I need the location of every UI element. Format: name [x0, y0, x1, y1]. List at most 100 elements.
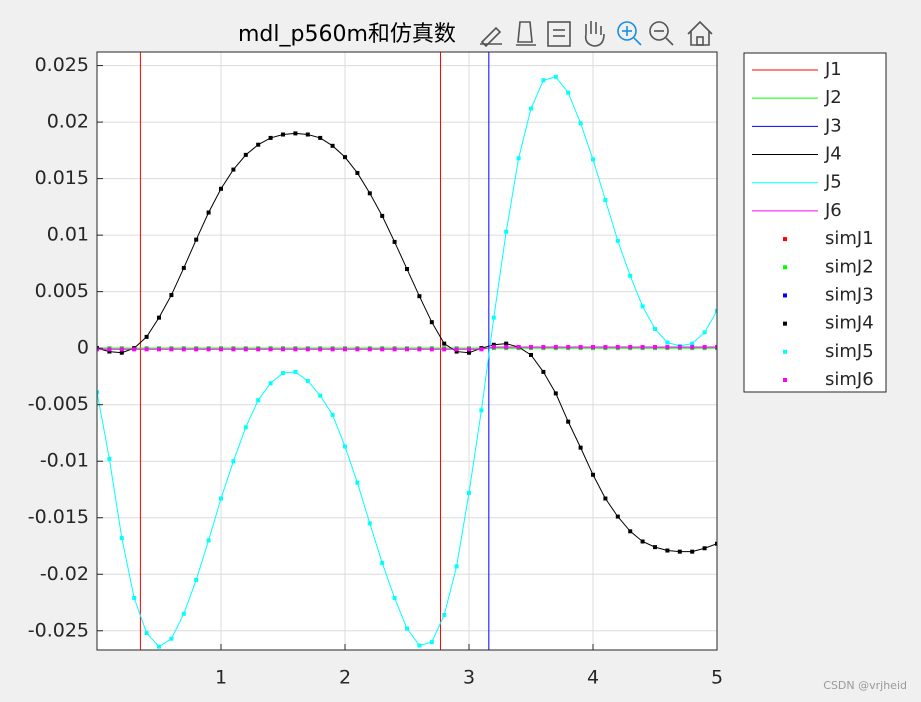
data-point [541, 369, 546, 374]
data-point [331, 7, 335, 11]
data-point [517, 685, 521, 689]
data-point [95, 7, 99, 11]
zoom-out-icon[interactable] [649, 21, 674, 46]
data-point [380, 7, 384, 11]
data-point [479, 408, 484, 413]
data-point [306, 7, 310, 11]
data-point [132, 596, 137, 600]
data-point [566, 685, 570, 689]
data-point [615, 238, 620, 243]
data-point [454, 349, 459, 354]
data-point [331, 7, 335, 11]
data-point [145, 7, 149, 11]
data-point [281, 7, 285, 11]
zoom-in-icon[interactable] [617, 21, 642, 46]
data-point [665, 685, 669, 689]
brush-icon[interactable] [480, 26, 502, 48]
data-point [529, 352, 533, 357]
data-point [504, 685, 508, 689]
data-point [467, 7, 471, 11]
data-point [541, 685, 545, 689]
data-point [181, 611, 186, 616]
data-point [256, 7, 260, 11]
legend-icon[interactable] [547, 21, 571, 47]
data-point [553, 391, 558, 396]
data-point [318, 347, 323, 352]
data-point [491, 315, 496, 320]
legend-swatch [783, 265, 787, 270]
legend-label: J3 [824, 115, 842, 136]
data-point [467, 347, 471, 352]
data-point [318, 393, 323, 398]
data-point [603, 496, 608, 501]
data-point [467, 490, 471, 495]
data-point [132, 7, 136, 11]
data-point [603, 685, 607, 689]
data-point [194, 7, 198, 11]
data-point [554, 685, 558, 689]
data-point [665, 345, 670, 350]
data-point [529, 106, 533, 111]
data-point [677, 549, 682, 554]
data-point [455, 685, 459, 689]
data-point [380, 560, 385, 565]
data-point [119, 350, 124, 355]
data-point [702, 330, 707, 335]
datatip-icon[interactable] [516, 21, 536, 46]
data-point [504, 345, 509, 350]
data-point [367, 521, 372, 526]
data-point [244, 7, 248, 11]
data-point [318, 7, 322, 11]
data-point [194, 237, 199, 242]
data-point [380, 213, 385, 218]
data-point [206, 347, 211, 352]
data-point [566, 419, 571, 424]
data-point [367, 191, 372, 196]
data-point [504, 341, 509, 346]
data-point [330, 347, 335, 352]
data-point [207, 7, 211, 11]
data-point [703, 685, 707, 689]
data-point [219, 186, 223, 191]
data-point [194, 347, 199, 352]
data-point [579, 685, 583, 689]
data-point [281, 371, 285, 376]
home-icon[interactable] [687, 20, 713, 46]
data-point [628, 345, 633, 350]
data-point [107, 7, 111, 11]
data-point [479, 347, 484, 352]
chart-title: mdl_p560m和仿真数 [238, 22, 456, 47]
y-tick-label: -0.005 [28, 393, 89, 415]
data-point [268, 135, 273, 140]
data-point [628, 529, 633, 534]
data-point [578, 445, 583, 450]
legend-label: J5 [824, 172, 842, 193]
data-point [219, 496, 223, 501]
y-tick-label: -0.015 [28, 506, 89, 528]
data-point [467, 350, 471, 355]
data-point [269, 7, 273, 11]
watermark: CSDN @vrjheid [823, 679, 907, 692]
data-point [566, 685, 570, 689]
legend-label: J6 [824, 200, 842, 221]
data-point [120, 7, 124, 11]
data-point [380, 7, 384, 11]
data-point [541, 685, 545, 689]
data-point [268, 381, 273, 386]
pan-icon[interactable] [584, 21, 605, 47]
data-point [157, 347, 161, 352]
x-tick-label: 4 [587, 667, 599, 689]
y-tick-label: 0 [77, 337, 89, 359]
data-point [107, 349, 112, 354]
data-point [553, 74, 558, 79]
data-point [430, 7, 434, 11]
data-point [591, 472, 595, 477]
legend-swatch [783, 378, 787, 382]
data-point [243, 425, 248, 430]
data-point [281, 7, 285, 11]
data-point [516, 156, 521, 161]
y-tick-label: 0.015 [35, 167, 89, 189]
data-point [157, 7, 161, 11]
y-tick-label: 0.02 [47, 111, 89, 133]
data-point [690, 341, 695, 346]
